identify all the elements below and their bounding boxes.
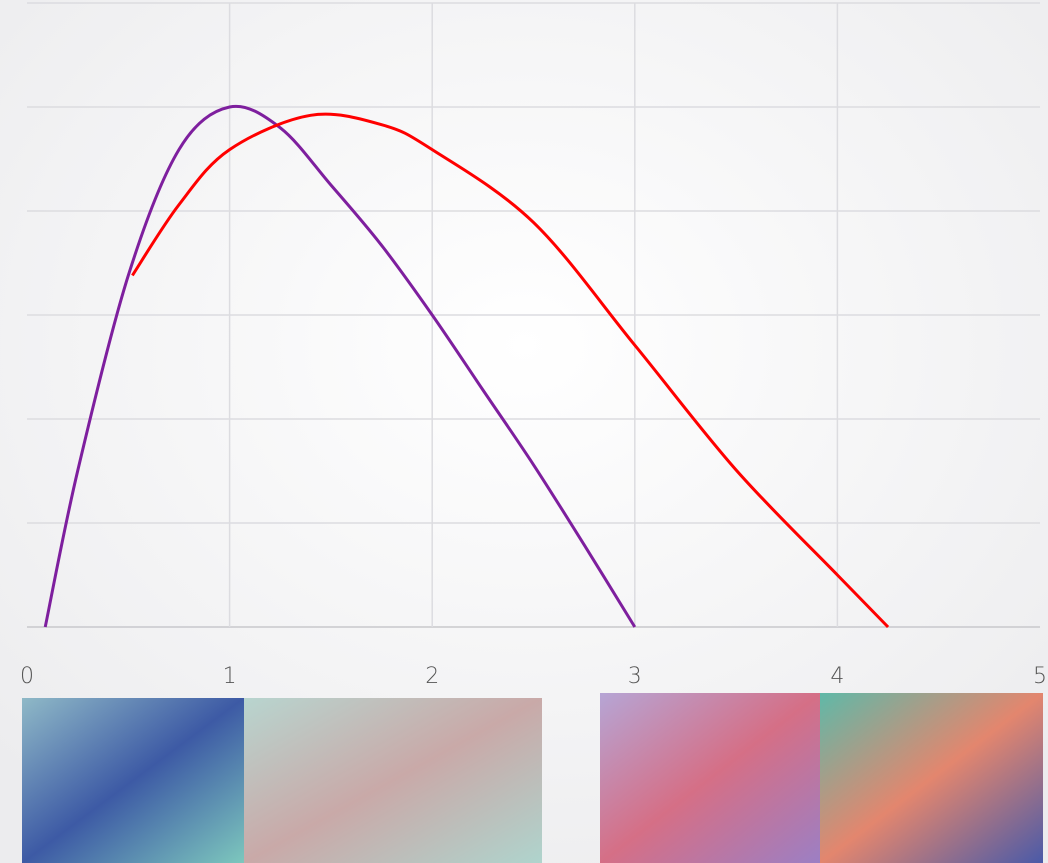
micrograph [22, 698, 244, 863]
line [43, 104, 637, 628]
x-tick-label: 5 [1033, 664, 1047, 689]
x-tick-label: 4 [830, 664, 844, 689]
x-tick-label: 3 [628, 664, 642, 689]
micrograph [820, 693, 1043, 863]
line [131, 112, 890, 629]
x-tick-label: 0 [20, 664, 34, 689]
x-tick-label: 1 [223, 664, 237, 689]
x-tick-label: 2 [425, 664, 439, 689]
micrograph [600, 693, 820, 863]
micrograph [244, 698, 542, 863]
